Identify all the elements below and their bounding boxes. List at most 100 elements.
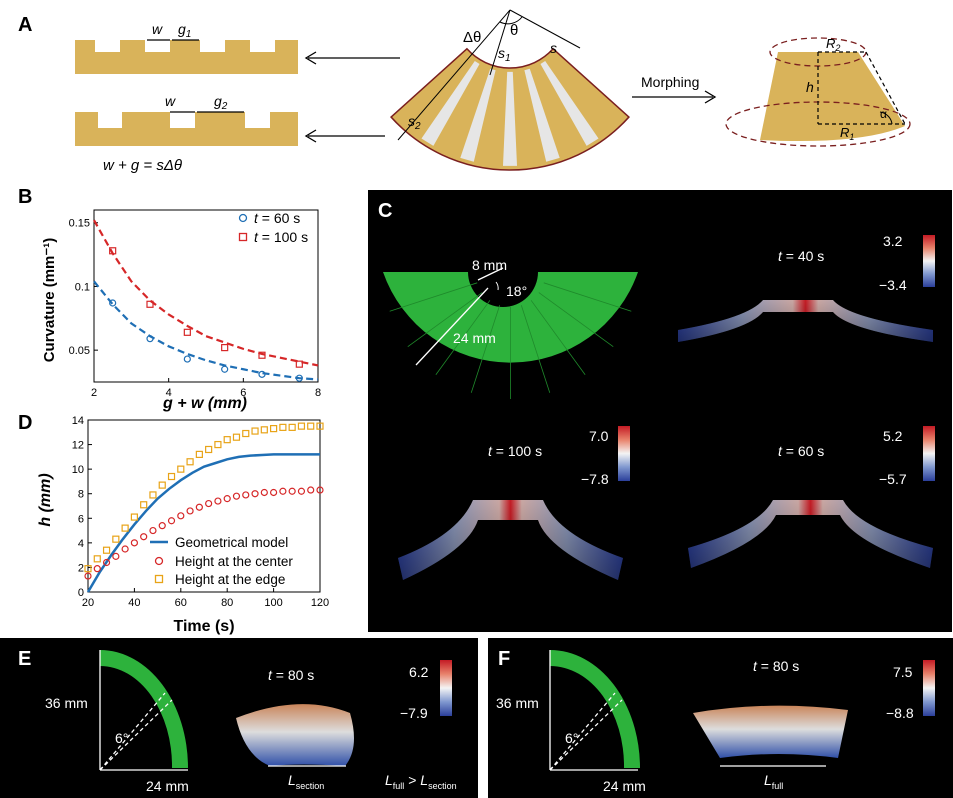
chart-d-legend: Geometrical model Height at the center H…: [150, 535, 293, 587]
fan-sector: [390, 9, 630, 171]
data-point: [158, 522, 166, 530]
data-point: [109, 299, 117, 307]
x-tick-label: 2: [91, 387, 97, 399]
colorbar-t60: [923, 426, 935, 481]
data-point: [223, 436, 231, 444]
data-point: [232, 433, 241, 441]
f-height: 36 mm: [496, 695, 539, 711]
panel-c: C: [368, 190, 952, 632]
data-point: [307, 486, 315, 494]
panel-f-figure: [549, 650, 848, 771]
fan-stripe: [460, 68, 496, 162]
data-point: [232, 492, 241, 500]
data-point: [258, 351, 266, 359]
e-inequality: Lfull > Lsection: [385, 772, 457, 791]
y-tick-label: 0.05: [69, 345, 90, 357]
data-point: [195, 450, 203, 459]
chart-d-xlabel: Time (s): [173, 618, 234, 635]
chart-d-ylabel: h (mm): [37, 473, 54, 526]
dim-arrow-small: [477, 267, 504, 281]
green-flat-sector: [383, 272, 638, 399]
data-point: [223, 495, 231, 503]
y-tick-label: 0.15: [69, 218, 90, 230]
data-point: [121, 545, 129, 553]
data-point: [167, 472, 176, 481]
data-point: [221, 344, 229, 352]
data-point: [214, 497, 222, 505]
data-point: [121, 524, 129, 532]
y-tick-label: 10: [72, 464, 84, 476]
data-point: [295, 360, 303, 368]
f-width: 24 mm: [603, 778, 646, 794]
y-tick-label: 14: [72, 415, 84, 427]
data-point: [242, 491, 250, 499]
data-point: [186, 458, 194, 466]
data-point: [279, 423, 287, 431]
shell-t100: [398, 500, 623, 580]
data-point: [140, 501, 148, 509]
x-tick-label: 100: [264, 597, 282, 609]
colorbar-t100: [618, 426, 630, 481]
y-tick-label: 0: [78, 587, 84, 599]
data-point: [146, 300, 154, 308]
colorbar-t40: [923, 235, 935, 287]
data-point: [149, 491, 157, 499]
data-point: [316, 422, 324, 430]
legend-item-100: t = 100 s: [254, 229, 308, 245]
x-tick-label: 6: [240, 387, 246, 399]
data-point: [177, 512, 185, 520]
y-tick-label: 0.1: [75, 281, 90, 293]
label-s1: s1: [498, 45, 511, 64]
e-Lsection: Lsection: [288, 772, 325, 791]
e-time: t = 80 s: [268, 667, 315, 683]
data-point: [297, 487, 306, 495]
e-cbar-max: 6.2: [409, 664, 429, 680]
strip-g2: [75, 112, 298, 146]
f-angle: 6°: [565, 730, 579, 746]
y-tick-label: 8: [78, 489, 84, 501]
data-point: [158, 481, 166, 489]
data-point: [149, 526, 157, 535]
y-tick-label: 4: [78, 538, 84, 550]
legend-edge: Height at the edge: [175, 572, 285, 587]
cbar-t40-max: 3.2: [883, 233, 903, 249]
panel-e-figure: [99, 650, 354, 771]
label-s2: s2: [408, 113, 421, 132]
label-alpha: α: [880, 107, 887, 121]
data-point: [242, 429, 250, 438]
legend-center: Height at the center: [175, 554, 293, 569]
data-point: [205, 499, 213, 508]
panel-label-b: B: [18, 186, 33, 208]
data-point: [102, 546, 111, 554]
fan-stripe: [502, 71, 518, 166]
strip-g1: [75, 40, 298, 74]
fit-curve: [93, 280, 319, 381]
y-tick-label: 12: [72, 440, 84, 452]
data-point: [251, 490, 259, 498]
dim-8mm: 8 mm: [472, 257, 507, 273]
chart-frame: [87, 419, 321, 593]
fan-stripe: [540, 61, 599, 146]
cbar-t100-max: 7.0: [589, 428, 609, 444]
f-Lfull: Lfull: [764, 772, 784, 791]
data-point: [258, 370, 266, 378]
panel-e: E 36 mm 6° 24 mm t = 80 s 6.2 −7.9 Lsect…: [0, 638, 478, 798]
data-point: [84, 572, 92, 580]
panel-label-a: A: [18, 14, 33, 36]
data-point: [183, 355, 191, 363]
data-point: [186, 507, 194, 515]
panel-f: F 36 mm 6° 24 mm t = 80 s 7.5 −8.8 Lfull: [488, 638, 953, 798]
data-point: [109, 247, 117, 255]
data-point: [288, 487, 296, 495]
x-tick-label: 20: [82, 597, 94, 609]
f-cbar-max: 7.5: [893, 664, 913, 680]
shell-t60: [688, 500, 933, 568]
data-point: [112, 535, 120, 543]
data-point: [279, 487, 287, 495]
chart-b-legend: t = 60 s t = 100 s: [238, 210, 308, 245]
y-tick-label: 6: [78, 513, 84, 525]
label-theta: θ: [510, 22, 518, 39]
chart-b-xlabel: g + w (mm): [162, 395, 247, 412]
x-tick-label: 4: [166, 387, 172, 399]
data-point: [214, 440, 222, 449]
